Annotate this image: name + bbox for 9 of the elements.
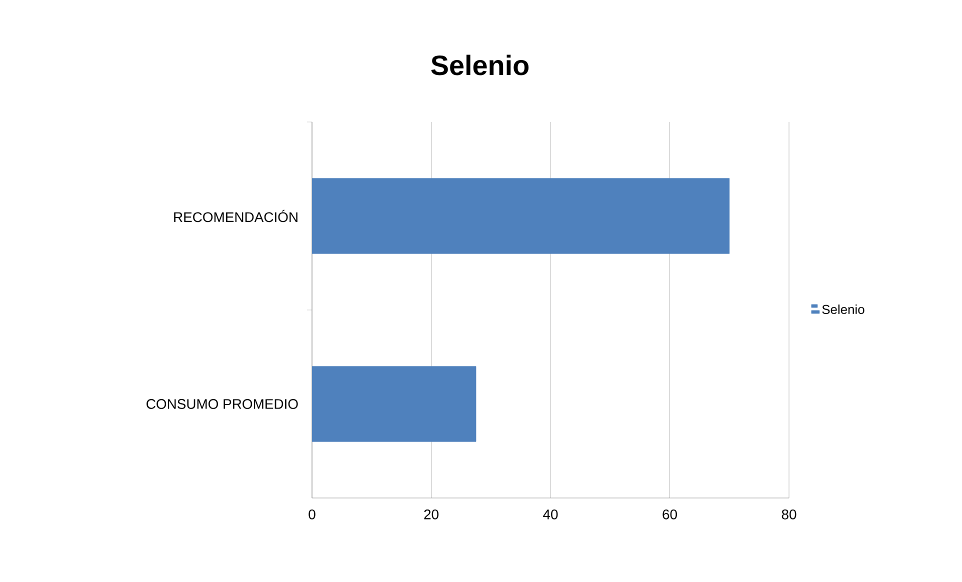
x-tick-label: 80	[782, 509, 796, 520]
x-tick-label: 0	[308, 509, 316, 520]
x-tick-label: 20	[424, 509, 438, 520]
legend-label: Selenio	[822, 304, 864, 314]
y-tick-label: CONSUMO PROMEDIO	[146, 399, 298, 409]
y-tick-label: RECOMENDACIÓN	[174, 210, 298, 222]
chart-title: Selenio	[431, 54, 529, 76]
x-tick-label: 40	[543, 509, 558, 520]
x-tick-label: 60	[662, 509, 677, 520]
